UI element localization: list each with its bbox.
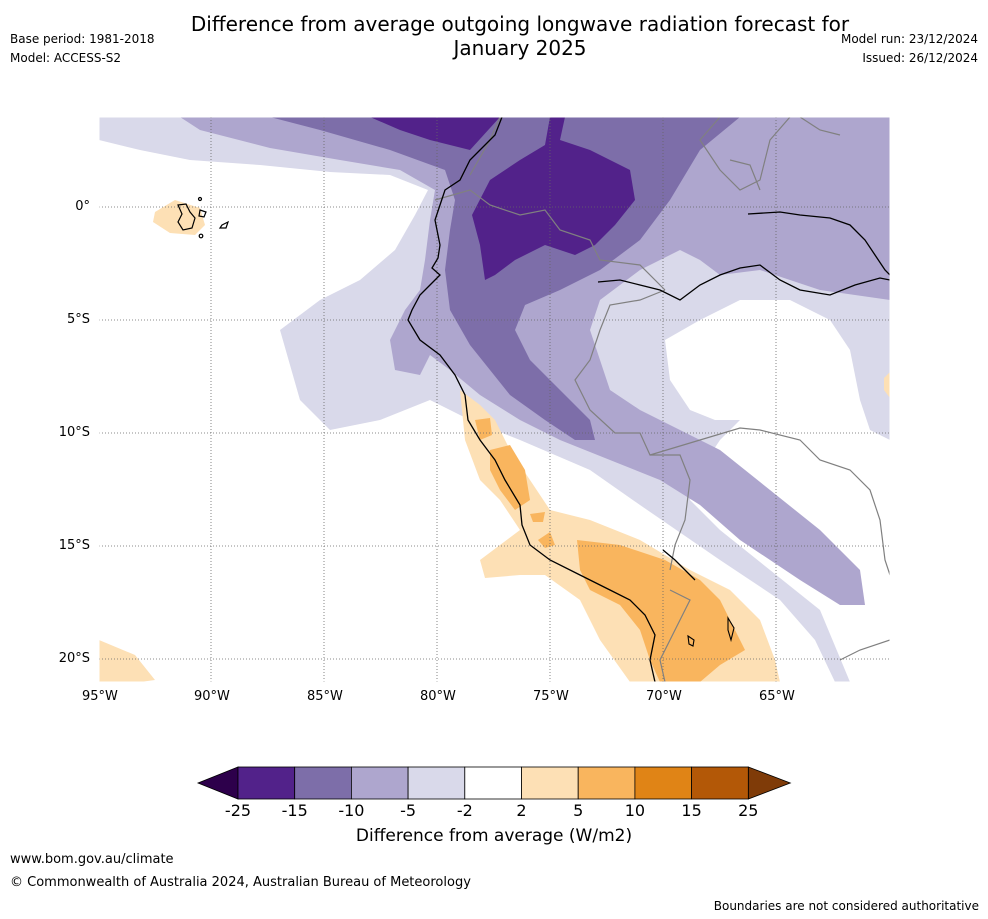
lat-label-5s: 5°S xyxy=(66,312,90,327)
colorbar-tick-label: 2 xyxy=(516,801,527,820)
colorbar-label: Difference from average (W/m2) xyxy=(355,826,633,846)
olr-anomaly-patch-peru-north xyxy=(475,418,492,440)
lon-label-95w: 95°W xyxy=(82,689,118,704)
colorbar-tick-label: -15 xyxy=(281,801,308,820)
colorbar-tick-label: 25 xyxy=(738,801,759,820)
olr-anomaly-patch-peru-south xyxy=(538,532,555,548)
olr-anomaly-core-very-strong-negative xyxy=(370,117,500,150)
lon-label-75w: 75°W xyxy=(533,689,569,704)
olr-anomaly-patch-east-edge xyxy=(884,372,890,398)
lon-label-65w: 65°W xyxy=(759,689,795,704)
graticule xyxy=(99,117,890,682)
footer-copyright: © Commonwealth of Australia 2024, Austra… xyxy=(10,875,471,890)
olr-anomaly-patch-peru-mid xyxy=(530,512,545,522)
lat-label-15s: 15°S xyxy=(58,538,90,553)
colorbar-tick-label: 15 xyxy=(681,801,702,820)
colorbar-tick-label: -10 xyxy=(338,801,365,820)
colorbar-tick-label: -5 xyxy=(400,801,417,820)
map-field xyxy=(99,117,890,682)
lat-label-0: 0° xyxy=(75,199,90,214)
model-run: Model run: 23/12/2024 xyxy=(840,32,978,46)
footer-disclaimer: Boundaries are not considered authoritat… xyxy=(713,899,979,913)
colorbar-tick-label: -25 xyxy=(224,801,252,820)
galapagos-islands xyxy=(177,196,230,239)
lat-label-20s: 20°S xyxy=(58,651,90,666)
country-borders xyxy=(434,117,890,682)
map-frame xyxy=(98,116,891,683)
lon-label-85w: 85°W xyxy=(307,689,343,704)
olr-anomaly-band-moderate-positive xyxy=(577,540,745,682)
olr-anomaly-patch-southwest xyxy=(99,640,155,682)
lake-titicaca xyxy=(687,616,735,647)
olr-anomaly-patch-peru-coast xyxy=(490,445,530,510)
colorbar-tick-label: -2 xyxy=(456,801,473,820)
olr-anomaly-core-amazon xyxy=(472,117,635,280)
lon-label-80w: 80°W xyxy=(420,689,456,704)
title-line-2: January 2025 xyxy=(453,36,587,60)
model-name: Model: ACCESS-S2 xyxy=(10,51,122,65)
colorbar-tick-label: 10 xyxy=(624,801,646,820)
map-title: Difference from average outgoing longwav… xyxy=(140,12,900,60)
lat-label-10s: 10°S xyxy=(58,425,90,440)
issued-date: Issued: 26/12/2024 xyxy=(862,51,978,65)
coastline xyxy=(407,117,890,682)
lon-label-70w: 70°W xyxy=(646,689,682,704)
colorbar-tick-label: 5 xyxy=(573,801,584,820)
olr-anomaly-band-moderate-negative xyxy=(180,117,890,605)
footer-url[interactable]: www.bom.gov.au/climate xyxy=(10,852,174,867)
base-period: Base period: 1981-2018 xyxy=(10,32,155,46)
title-line-1: Difference from average outgoing longwav… xyxy=(190,12,850,36)
lon-label-90w: 90°W xyxy=(194,689,230,704)
